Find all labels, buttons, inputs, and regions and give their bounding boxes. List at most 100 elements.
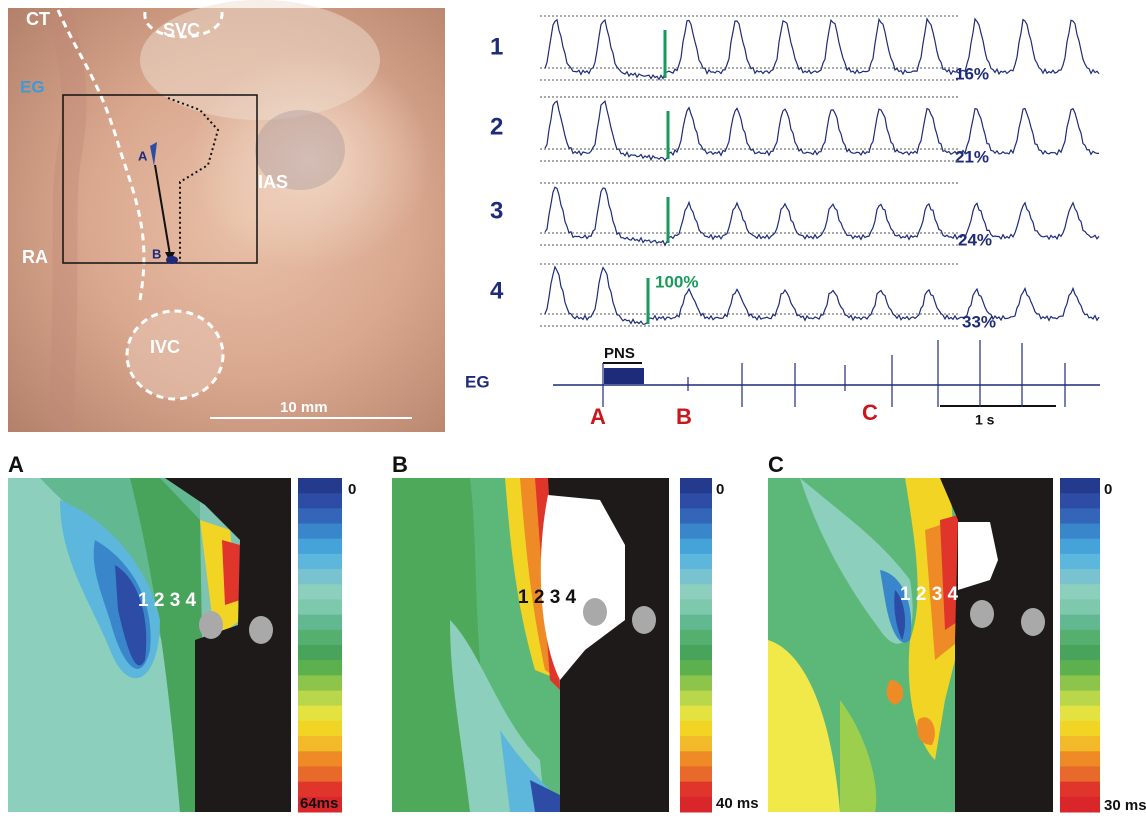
color-scale-step [680,782,712,798]
color-scale-step [1060,675,1100,691]
color-scale-step [680,736,712,752]
color-scale-step [680,599,712,615]
site-numbers: 1 2 3 4 [900,584,959,605]
color-scale-step [298,524,342,540]
color-scale-step [680,675,712,691]
optical-traces: 1 2 3 4 16% 21% 24% 33% 100% EG PNS A B … [465,16,1100,429]
color-scale-step [298,584,342,600]
photo-label: IAS [258,172,288,192]
color-scale-step [298,766,342,782]
color-scale-step [680,584,712,600]
optical-trace [545,187,1099,245]
color-scale-step [680,766,712,782]
color-scale-step [680,751,712,767]
time-bar-label: 1 s [975,412,995,428]
scale-bottom: 40 ms [716,795,759,812]
color-scale-step [298,554,342,570]
marker-label: A [590,404,606,429]
color-scale-step [680,569,712,585]
color-scale-step [1060,645,1100,661]
color-scale-step [680,493,712,509]
color-scale-step [680,797,712,813]
color-scale-step [298,615,342,631]
color-scale-step [1060,539,1100,555]
trace-label: 1 [490,33,503,60]
photo-label: CT [26,9,50,29]
color-scale-step [298,493,342,509]
color-scale-step [680,721,712,737]
photo-label: A [138,148,148,163]
color-scale-step [1060,569,1100,585]
trace-label: 3 [490,197,503,224]
color-scale-step [680,691,712,707]
figure: CT SVC EG IAS RA IVC A B 10 mm 1 2 3 4 1… [0,0,1146,822]
color-scale-step [680,706,712,722]
activation-maps: A B C 1 2 3 4 1 2 3 4 1 2 3 4 0 64ms 0 4… [8,452,1146,814]
color-scale-step [1060,584,1100,600]
color-scale-step [1060,508,1100,524]
marker-label: B [676,404,692,429]
optical-trace [545,267,1099,324]
photo-label: B [152,246,161,261]
stimulus-label: PNS [604,345,635,362]
color-scale-step [680,645,712,661]
color-scale-step [1060,736,1100,752]
photo-label: EG [20,77,45,96]
color-scale-step [298,569,342,585]
color-scale-step [1060,721,1100,737]
color-scale-step [680,524,712,540]
color-scale-step [1060,660,1100,676]
color-scale-step [298,630,342,646]
color-scale-step [680,478,712,494]
scale-bar-label: 10 mm [280,399,328,416]
color-scale-step [1060,766,1100,782]
percent-label: 24% [958,230,992,249]
color-scale-step [298,539,342,555]
color-scale-step [298,691,342,707]
percent-label: 100% [655,272,698,291]
color-scale-step [298,508,342,524]
color-scale-step [298,721,342,737]
percent-label: 21% [955,147,989,166]
color-scale-step [1060,751,1100,767]
scale-top: 0 [1104,481,1112,498]
color-scale-step [298,660,342,676]
marker-label: C [862,400,878,425]
color-scale-step [298,645,342,661]
color-scale-step [680,660,712,676]
color-scale-step [298,675,342,691]
trace-label: 2 [490,113,503,140]
color-scale-step [680,539,712,555]
color-scale-step [680,615,712,631]
panel-letter: B [392,452,408,477]
color-scale-step [298,599,342,615]
panel-letter: C [768,452,784,477]
color-scale-step [1060,599,1100,615]
color-scale-step [1060,691,1100,707]
color-scale-step [1060,706,1100,722]
site-numbers: 1 2 3 4 [518,587,577,608]
scale-bottom: 64ms [300,795,338,812]
trace-label: 4 [490,277,504,304]
photo-label: SVC [163,20,200,40]
color-scale-step [1060,782,1100,798]
color-scale-step [1060,478,1100,494]
color-scale-step [298,736,342,752]
scale-bottom: 30 ms [1104,797,1146,814]
photo-label: RA [22,247,48,267]
percent-label: 16% [955,64,989,83]
color-scale-step [298,706,342,722]
optical-trace [545,19,1099,80]
tissue-photo: CT SVC EG IAS RA IVC A B 10 mm [8,0,445,432]
color-scale-step [1060,615,1100,631]
site-numbers: 1 2 3 4 [138,590,197,611]
color-scale-step [1060,493,1100,509]
optical-trace [545,101,1099,160]
photo-label: IVC [150,337,180,357]
scale-top: 0 [716,481,724,498]
color-scale-step [1060,554,1100,570]
color-scale-step [1060,630,1100,646]
color-scale-step [680,630,712,646]
scale-top: 0 [348,481,356,498]
color-scale-step [298,478,342,494]
